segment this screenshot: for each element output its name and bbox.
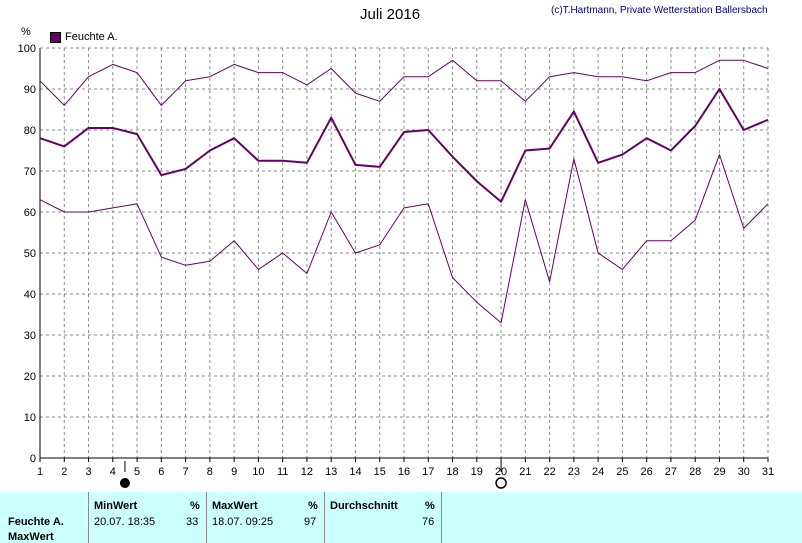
y-tick-label: 70 xyxy=(24,166,36,178)
statistics-panel: MinWert % MaxWert % Durchschnitt % Feuch… xyxy=(0,492,802,543)
x-tick-label: 2 xyxy=(61,466,67,478)
new-moon-marker xyxy=(119,478,130,488)
y-tick-label: 40 xyxy=(24,289,36,301)
x-tick-label: 1 xyxy=(37,466,43,478)
x-tick-label: 26 xyxy=(641,466,653,478)
x-tick-label: 19 xyxy=(471,466,483,478)
panel-divider xyxy=(206,492,207,543)
series-line-mean xyxy=(39,88,769,203)
x-tick-label: 3 xyxy=(85,466,91,478)
x-tick-label: 11 xyxy=(277,466,288,478)
x-tick-label: 10 xyxy=(252,466,264,478)
min-header: MinWert xyxy=(94,500,138,512)
avg-value: 76 xyxy=(422,516,435,528)
x-tick-label: 14 xyxy=(349,466,361,478)
series-line-min xyxy=(39,154,769,324)
x-tick-label: 23 xyxy=(568,466,580,478)
x-tick-label: 6 xyxy=(158,466,164,478)
y-tick-label: 60 xyxy=(24,207,36,219)
y-tick-label: 30 xyxy=(24,330,36,342)
x-tick-label: 7 xyxy=(183,466,189,478)
x-tick-label: 12 xyxy=(301,466,313,478)
x-tick-label: 15 xyxy=(374,466,386,478)
x-tick-label: 5 xyxy=(134,466,140,478)
y-axis-unit: % xyxy=(21,26,31,38)
y-tick-label: 100 xyxy=(18,43,36,55)
x-tick-label: 21 xyxy=(519,466,531,478)
x-tick-label: 8 xyxy=(207,466,213,478)
row2-label: MaxWert xyxy=(8,531,54,543)
chart-title: Juli 2016 xyxy=(360,6,421,23)
x-tick-label: 17 xyxy=(422,466,434,478)
legend-label: Feuchte A. xyxy=(65,31,118,43)
x-tick-label: 22 xyxy=(543,466,555,478)
y-tick-label: 50 xyxy=(24,248,36,260)
max-time: 18.07. 09:25 xyxy=(212,516,274,528)
avg-header: Durchschnitt xyxy=(330,500,398,512)
panel-divider xyxy=(441,492,442,543)
x-tick-label: 13 xyxy=(325,466,337,478)
y-tick-label: 90 xyxy=(24,84,36,96)
y-tick-label: 20 xyxy=(24,371,36,383)
copyright-text: (c)T.Hartmann, Private Wetterstation Bal… xyxy=(551,5,768,16)
max-value: 97 xyxy=(304,516,317,528)
x-tick-label: 30 xyxy=(738,466,750,478)
x-tick-label: 28 xyxy=(689,466,701,478)
x-tick-label: 4 xyxy=(110,466,116,478)
x-tick-label: 27 xyxy=(665,466,677,478)
x-tick-label: 31 xyxy=(762,466,774,478)
min-time: 20.07. 18:35 xyxy=(94,516,156,528)
x-tick-label: 9 xyxy=(231,466,237,478)
panel-divider xyxy=(88,492,89,543)
y-tick-label: 10 xyxy=(24,412,36,424)
x-tick-label: 24 xyxy=(592,466,604,478)
series-label: Feuchte A. xyxy=(8,516,64,528)
x-tick-label: 16 xyxy=(398,466,410,478)
y-tick-label: 80 xyxy=(24,125,36,137)
x-tick-label: 18 xyxy=(446,466,458,478)
x-tick-label: 29 xyxy=(713,466,725,478)
max-header: MaxWert xyxy=(212,500,258,512)
min-unit: % xyxy=(190,500,200,512)
panel-divider xyxy=(324,492,325,543)
full-moon-marker xyxy=(495,477,507,489)
min-value: 33 xyxy=(186,516,199,528)
avg-unit: % xyxy=(425,500,435,512)
series-line-max xyxy=(39,59,769,106)
x-tick-label: 25 xyxy=(616,466,628,478)
legend-swatch xyxy=(50,31,61,43)
y-tick-label: 0 xyxy=(30,453,36,465)
max-unit: % xyxy=(308,500,318,512)
legend: Feuchte A. xyxy=(50,31,118,43)
